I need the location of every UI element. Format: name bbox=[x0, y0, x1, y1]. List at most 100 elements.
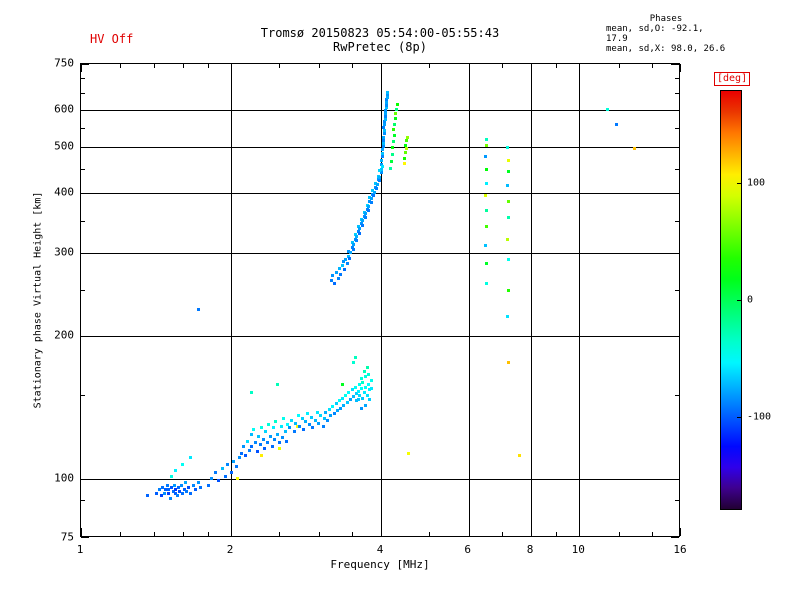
data-point bbox=[170, 475, 174, 479]
data-point bbox=[213, 471, 217, 475]
data-point bbox=[181, 463, 185, 467]
data-point bbox=[217, 479, 221, 483]
data-point bbox=[358, 393, 362, 397]
data-point bbox=[384, 111, 388, 115]
data-point bbox=[382, 135, 386, 139]
data-point bbox=[362, 214, 366, 218]
data-point bbox=[181, 492, 185, 496]
data-point bbox=[382, 129, 386, 133]
data-point bbox=[506, 258, 510, 262]
data-point bbox=[392, 128, 396, 132]
data-point bbox=[356, 389, 360, 393]
data-point bbox=[382, 126, 386, 130]
data-point bbox=[317, 421, 321, 425]
x-axis-minor-tick bbox=[556, 532, 558, 536]
data-point bbox=[334, 402, 338, 406]
y-axis-tick bbox=[81, 147, 89, 149]
data-point bbox=[484, 282, 488, 286]
data-point bbox=[363, 385, 367, 389]
data-point bbox=[268, 434, 272, 438]
data-point bbox=[250, 432, 254, 436]
y-axis-tick bbox=[81, 193, 89, 195]
data-point bbox=[380, 155, 384, 159]
data-point bbox=[353, 232, 357, 236]
data-point bbox=[277, 441, 281, 445]
data-point bbox=[194, 487, 198, 491]
data-point bbox=[385, 95, 389, 99]
y-tick-label: 600 bbox=[54, 102, 74, 116]
data-point bbox=[175, 494, 179, 498]
data-point bbox=[381, 138, 385, 142]
y-tick-label: 200 bbox=[54, 328, 74, 342]
x-axis-tick bbox=[381, 528, 382, 536]
data-point bbox=[364, 212, 368, 216]
data-point bbox=[250, 391, 254, 395]
x-gridline bbox=[531, 64, 532, 536]
data-point bbox=[341, 259, 345, 263]
data-point bbox=[507, 288, 511, 292]
data-point bbox=[375, 186, 379, 190]
y-axis-minor-tick bbox=[675, 220, 679, 222]
data-point bbox=[506, 184, 510, 188]
x-tick-label: 4 bbox=[376, 543, 384, 556]
data-point bbox=[296, 413, 300, 417]
data-point bbox=[483, 194, 487, 198]
data-point bbox=[298, 424, 302, 428]
phases-heading: Phases bbox=[649, 14, 683, 24]
data-point bbox=[252, 428, 256, 432]
colorbar-tick bbox=[737, 183, 742, 185]
data-point bbox=[484, 143, 488, 147]
y-tick-label: 400 bbox=[54, 185, 74, 199]
data-point bbox=[146, 494, 150, 498]
data-point bbox=[394, 107, 398, 111]
data-point bbox=[367, 372, 371, 376]
data-point bbox=[279, 424, 283, 428]
x-tick-label: 8 bbox=[526, 543, 534, 556]
data-point bbox=[199, 485, 203, 489]
data-point bbox=[164, 487, 168, 491]
data-point bbox=[360, 224, 364, 228]
data-point bbox=[362, 370, 366, 374]
data-point bbox=[506, 199, 510, 203]
data-point bbox=[196, 481, 200, 485]
y-axis-tick bbox=[671, 64, 679, 65]
data-point bbox=[606, 108, 610, 112]
data-point bbox=[377, 179, 381, 183]
data-point bbox=[507, 216, 511, 220]
y-axis-minor-tick bbox=[81, 127, 85, 129]
y-axis-tick bbox=[81, 336, 89, 338]
data-point bbox=[359, 218, 363, 222]
data-point bbox=[336, 276, 340, 280]
y-axis-minor-tick bbox=[675, 78, 679, 80]
data-point bbox=[226, 463, 230, 467]
data-point bbox=[358, 226, 362, 230]
data-point bbox=[483, 244, 487, 248]
data-point bbox=[296, 424, 300, 428]
data-point bbox=[354, 392, 358, 396]
data-point bbox=[258, 443, 262, 447]
y-axis-minor-tick bbox=[81, 290, 85, 292]
y-axis-tick bbox=[671, 252, 679, 254]
data-point bbox=[368, 397, 372, 401]
y-axis-tick bbox=[81, 537, 89, 538]
y-axis-tick bbox=[671, 336, 679, 338]
data-point bbox=[256, 434, 260, 438]
x-axis-tick bbox=[231, 64, 232, 72]
data-point bbox=[363, 403, 367, 407]
data-point bbox=[405, 135, 409, 139]
data-point bbox=[393, 111, 397, 115]
data-point bbox=[383, 114, 387, 118]
data-point bbox=[335, 409, 339, 413]
data-point bbox=[484, 261, 488, 265]
data-point bbox=[329, 279, 333, 282]
data-point bbox=[380, 165, 384, 169]
data-point bbox=[224, 475, 228, 479]
data-point bbox=[308, 423, 312, 427]
data-point bbox=[371, 189, 375, 193]
data-point bbox=[185, 490, 189, 494]
data-point bbox=[384, 109, 388, 113]
data-point bbox=[170, 485, 174, 489]
data-point bbox=[361, 380, 365, 384]
data-point bbox=[355, 234, 359, 238]
data-point bbox=[300, 417, 304, 421]
